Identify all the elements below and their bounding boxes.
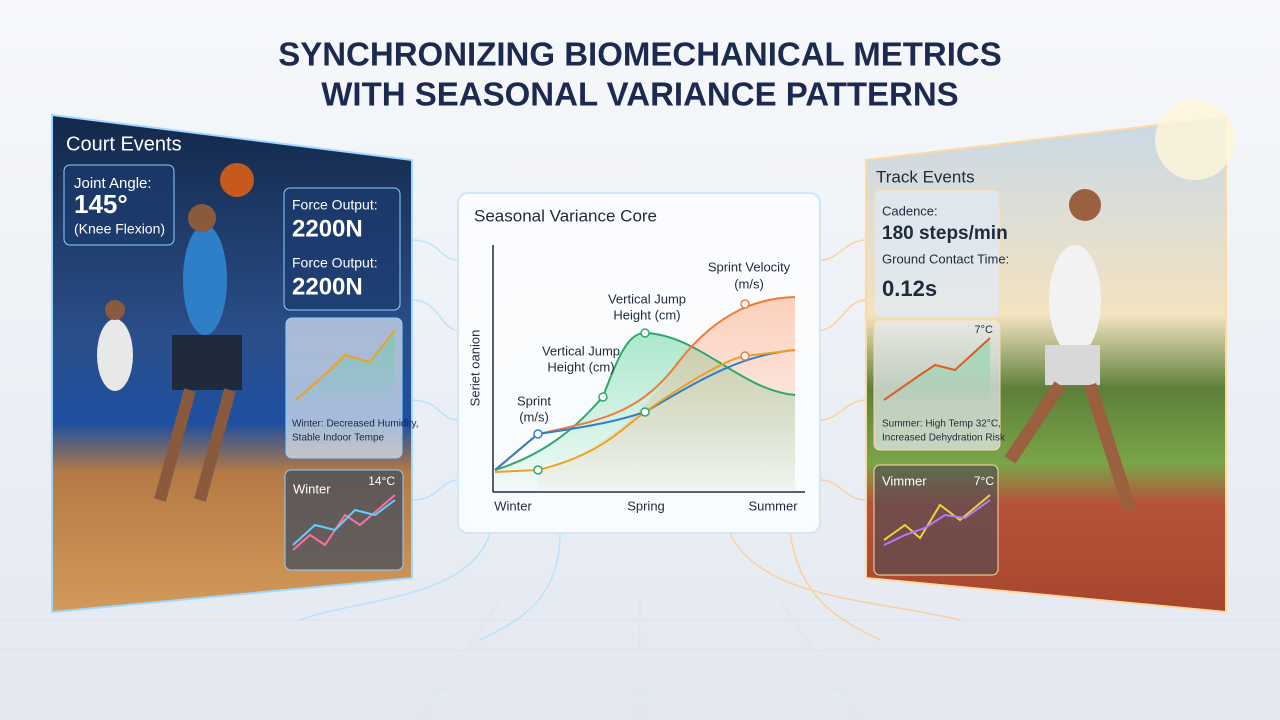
chart-note: Increased Dehydration Risk [882,433,1006,444]
metric-value: 2200N [292,273,363,300]
curve-label: (m/s) [519,409,549,424]
x-label: Spring [627,498,665,513]
metric-value: 2200N [292,215,363,242]
sun [1155,100,1235,180]
metric-label: Joint Angle: [74,175,152,192]
metric-card [283,187,401,311]
curve-label: (m/s) [734,276,764,291]
metric-label: Force Output: [292,197,378,213]
mini-line [883,494,991,541]
chart-temp: 7°C [975,324,994,336]
floor-grid [0,599,1280,720]
mini-chart-label: Vimmer [882,473,927,488]
metric-label: Cadence: [882,203,938,218]
curve-label: Height (cm) [613,307,680,322]
x-label: Summer [748,498,798,513]
mini-line [295,329,396,401]
curve-label: Vertical Jump [542,343,620,358]
panel-title: Court Events [66,133,182,155]
mini-chart-temp: 7°C [974,474,994,488]
metric-value: 145° [74,189,128,219]
mini-area [884,338,990,400]
connectors [299,239,561,641]
curve-points [533,299,750,475]
connectors [729,239,961,641]
metric-note: (Knee Flexion) [74,221,165,237]
metric-card [873,189,1001,319]
curve-label: Vertical Jump [608,291,686,306]
chart-note: Summer: High Temp 32°C, [882,419,1001,430]
mini-chart-temp: 14°C [368,474,395,488]
runner [1004,189,1137,512]
mini-area [296,330,395,400]
curve-label: Sprint [517,393,551,408]
x-label: Winter [494,498,532,513]
curve-label: Sprint Velocity [708,259,791,274]
mini-line [883,337,991,401]
chart-note: Stable Indoor Tempe [292,433,385,444]
metric-value: 180 steps/min [882,223,1008,244]
mini-line [883,499,991,546]
mini-line [292,499,396,546]
panel-title: Track Events [876,167,975,186]
chart-note: Winter: Decreased Humidity, [292,419,419,430]
y-axis-label: Seriet oanion [467,330,482,407]
metric-card [63,164,175,246]
title-line: SYNCHRONIZING BIOMECHANICAL METRICS [278,36,1002,73]
metric-value: 0.12s [882,276,937,301]
panel-title: Seasonal Variance Core [474,206,657,225]
curve [494,331,796,471]
curve-label: Height (cm) [547,359,614,374]
title-line: WITH SEASONAL VARIANCE PATTERNS [321,76,958,113]
metric-label: Force Output: [292,255,378,271]
metric-label: Ground Contact Time: [882,251,1009,266]
mini-chart-label: Winter [293,481,331,496]
court-players [97,163,254,502]
